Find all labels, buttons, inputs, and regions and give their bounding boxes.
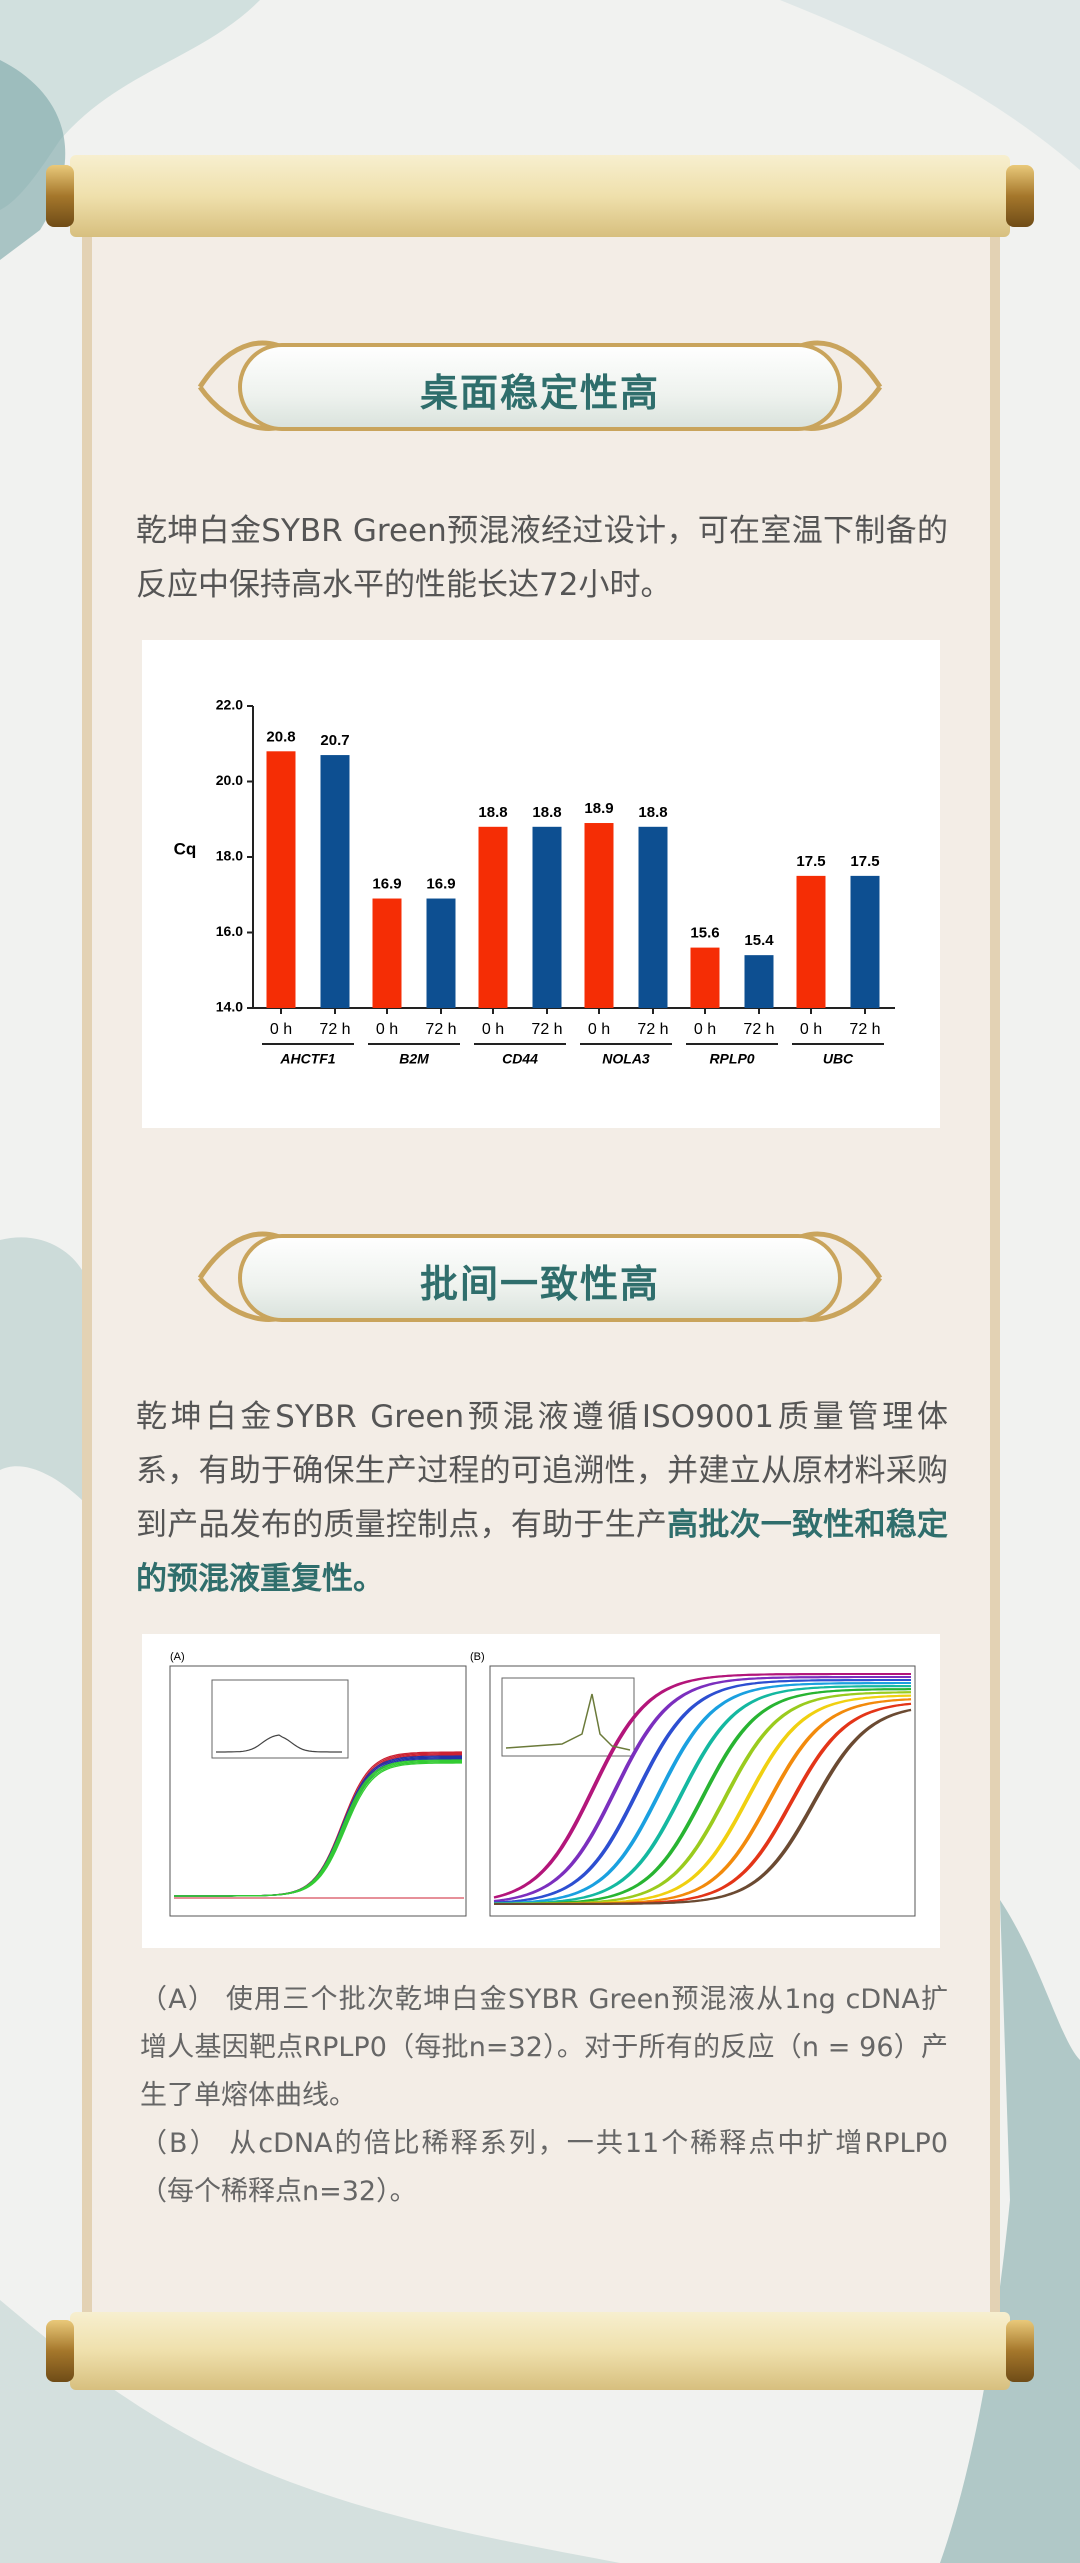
x-sub-label: 72 h: [743, 1021, 774, 1038]
bar: [690, 947, 720, 1008]
paragraph: 乾坤白金SYBR Green预混液遵循ISO9001质量管理体系，有助于确保生产…: [136, 1390, 948, 1606]
x-sub-label: 0 h: [800, 1021, 822, 1038]
value-label: 18.8: [638, 804, 667, 821]
y-tick-label: 16.0: [216, 923, 243, 939]
inset-frame: [501, 1677, 635, 1757]
curve: [494, 1709, 912, 1905]
curve: [494, 1685, 911, 1905]
bar: [266, 751, 296, 1008]
bar: [478, 826, 508, 1008]
y-tick-label: 20.0: [216, 772, 243, 788]
curve: [493, 1673, 911, 1899]
group-label: AHCTF1: [279, 1051, 335, 1067]
chart-box: 14.0 16.0 18.0 20.0 22.0 Cq 20.8 0 h 20.7 72 h AHC…: [142, 640, 940, 1128]
x-sub-label: 72 h: [425, 1021, 456, 1038]
group-label: NOLA3: [602, 1051, 650, 1067]
caption-line: （A） 使用三个批次乾坤白金SYBR Green预混液从1ng cDNA扩增人基…: [140, 1984, 948, 2111]
panel-label: (B): [470, 1651, 485, 1663]
bar: [850, 875, 880, 1008]
x-sub-label: 72 h: [319, 1021, 350, 1038]
bar: [638, 826, 668, 1008]
roller-cap: [46, 165, 74, 227]
bar: [320, 755, 350, 1008]
mountain: [940, 1900, 1080, 2563]
caption-line: （B） 从cDNA的倍比稀释系列，一共11个稀释点中扩增RPLP0（每个稀释点n…: [140, 2128, 948, 2207]
value-label: 20.8: [266, 728, 295, 745]
melt-peak: [216, 1734, 342, 1753]
x-sub-label: 0 h: [482, 1021, 504, 1038]
curve: [493, 1676, 911, 1903]
value-label: 16.9: [426, 875, 455, 892]
scroll-edge: [990, 230, 1000, 2320]
x-sub-label: 72 h: [849, 1021, 880, 1038]
value-label: 16.9: [372, 875, 401, 892]
section-heading: 桌面稳定性高: [419, 371, 660, 415]
x-sub-label: 0 h: [694, 1021, 716, 1038]
bar: [744, 955, 774, 1008]
roller-cap: [1006, 2320, 1034, 2382]
roller-cap: [46, 2320, 74, 2382]
bar-chart: 14.0 16.0 18.0 20.0 22.0 Cq 20.8 0 h 20.7 72 h AHC…: [174, 697, 895, 1067]
x-sub-label: 0 h: [376, 1021, 398, 1038]
value-label: 20.7: [320, 732, 349, 749]
value-label: 15.6: [690, 925, 719, 942]
amplification-figure: (A) (B): [169, 1651, 916, 1917]
x-sub-label: 72 h: [637, 1021, 668, 1038]
section-heading: 批间一致性高: [419, 1262, 660, 1306]
paragraph: 乾坤白金SYBR Green预混液经过设计，可在室温下制备的反应中保持高水平的性…: [136, 513, 948, 603]
melt-peak: [505, 1693, 631, 1751]
curve: [493, 1679, 911, 1904]
y-tick-label: 14.0: [216, 999, 243, 1015]
x-sub-label: 0 h: [270, 1021, 292, 1038]
value-label: 15.4: [744, 932, 774, 949]
group-label: CD44: [502, 1051, 538, 1067]
bar: [796, 875, 826, 1008]
scroll-roller-top: [70, 155, 1010, 237]
bar: [372, 898, 402, 1008]
curve: [174, 1762, 462, 1897]
bar: [532, 826, 562, 1008]
y-tick-label: 22.0: [216, 697, 243, 713]
figure-box: (A) (B): [142, 1634, 940, 1948]
scroll-roller-bottom: [70, 2312, 1010, 2390]
value-label: 18.8: [532, 804, 561, 821]
panel-label: (A): [170, 1651, 185, 1663]
curve: [493, 1682, 911, 1905]
x-sub-label: 72 h: [531, 1021, 562, 1038]
group-label: B2M: [399, 1051, 429, 1067]
inset-frame: [211, 1679, 349, 1759]
x-sub-label: 0 h: [588, 1021, 610, 1038]
y-tick-label: 18.0: [216, 848, 243, 864]
value-label: 17.5: [850, 853, 879, 870]
mountain: [0, 2300, 620, 2563]
y-axis-label: Cq: [174, 839, 197, 858]
heading-banner: [197, 340, 883, 431]
heading-banner: [197, 1231, 883, 1322]
paragraph-text: 乾坤白金SYBR Green预混液遵循ISO9001质量管理体系，有助于确保生产…: [136, 1399, 948, 1543]
bar: [584, 823, 614, 1008]
value-label: 18.8: [478, 804, 507, 821]
roller-cap: [1006, 165, 1034, 227]
mountain: [0, 0, 260, 210]
value-label: 18.9: [584, 800, 613, 817]
caption: （A） 使用三个批次乾坤白金SYBR Green预混液从1ng cDNA扩增人基…: [140, 1976, 948, 2216]
value-label: 17.5: [796, 853, 825, 870]
bar: [426, 898, 456, 1008]
mountain: [780, 0, 1080, 170]
scroll-edge: [82, 230, 92, 2320]
mountain: [0, 1237, 82, 1500]
group-label: RPLP0: [709, 1051, 754, 1067]
highlight-text: 高批次一致性和稳定的预混液重复性。: [136, 1507, 948, 1597]
group-label: UBC: [823, 1051, 854, 1067]
